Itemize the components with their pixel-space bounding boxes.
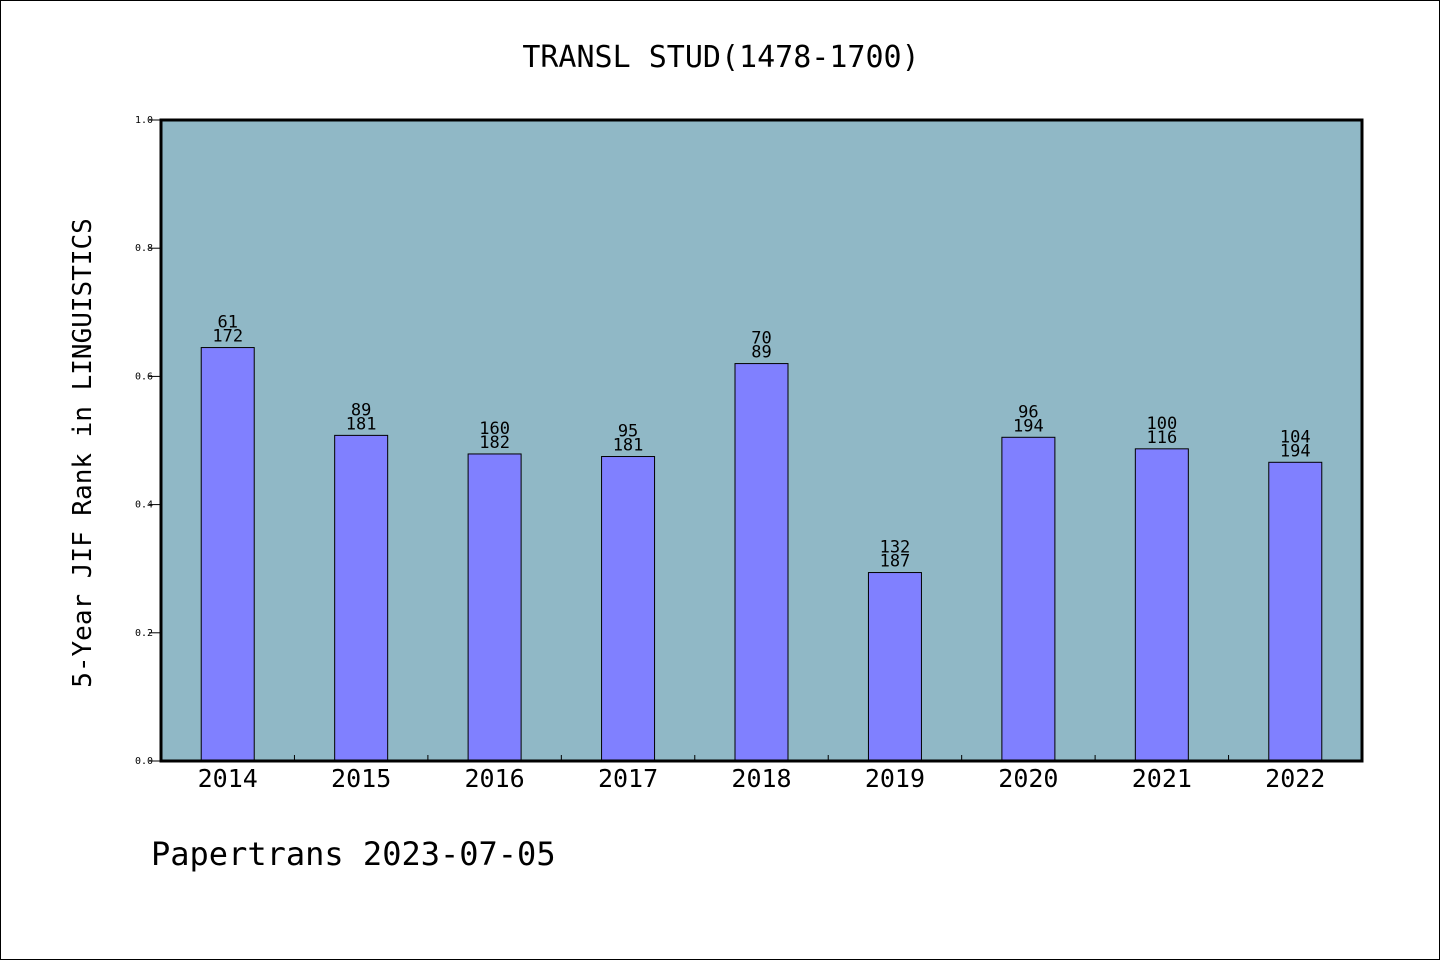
data-label-total-2022: 194 <box>1280 441 1311 461</box>
y-axis-label: 5-Year JIF Rank in LINGUISTICS <box>68 218 98 688</box>
x-tick-label-2019: 2019 <box>865 764 925 793</box>
data-label-total-2017: 181 <box>613 436 644 456</box>
data-label-rank-2022: 104 <box>1280 427 1311 447</box>
data-label-total-2015: 181 <box>346 414 377 434</box>
data-label-rank-2018: 70 <box>751 329 771 349</box>
y-tick-label: 0.4 <box>135 500 153 511</box>
data-label-rank-2021: 100 <box>1146 414 1177 434</box>
data-label-total-2021: 116 <box>1146 428 1177 448</box>
x-tick-label-2014: 2014 <box>198 764 258 793</box>
y-tick-label: 0.6 <box>135 371 153 382</box>
bar-2020 <box>1001 436 1056 762</box>
data-label-total-2018: 89 <box>751 343 771 363</box>
chart-title: TRANSL STUD(1478-1700) <box>522 40 919 75</box>
bar-2014 <box>200 347 255 762</box>
x-tick-label-2020: 2020 <box>998 764 1058 793</box>
plot-border <box>159 118 1364 763</box>
y-tick-label: 0.0 <box>135 756 153 767</box>
bar-2015 <box>334 434 389 762</box>
data-label-total-2016: 182 <box>479 433 510 453</box>
bar-2021 <box>1134 448 1189 762</box>
data-label-rank-2015: 89 <box>351 400 371 420</box>
bar-2022 <box>1268 461 1323 762</box>
data-label-rank-2017: 95 <box>618 422 638 442</box>
data-label-total-2020: 194 <box>1013 416 1044 436</box>
x-tick-label-2016: 2016 <box>465 764 525 793</box>
data-label-rank-2020: 96 <box>1018 402 1038 422</box>
x-tick-label-2017: 2017 <box>598 764 658 793</box>
data-label-rank-2016: 160 <box>479 419 510 439</box>
data-label-total-2019: 187 <box>880 552 911 572</box>
bar-2017 <box>601 456 656 762</box>
bar-2016 <box>467 453 522 762</box>
footer-text: Papertrans 2023-07-05 <box>151 835 556 873</box>
data-label-rank-2019: 132 <box>880 538 911 558</box>
y-tick-label: 0.8 <box>135 243 153 254</box>
x-tick-label-2021: 2021 <box>1132 764 1192 793</box>
bar-2019 <box>867 572 922 762</box>
x-tick-label-2018: 2018 <box>731 764 791 793</box>
x-tick-label-2015: 2015 <box>331 764 391 793</box>
y-tick-label: 1.0 <box>135 115 153 126</box>
data-label-total-2014: 172 <box>212 327 243 347</box>
data-label-rank-2014: 61 <box>217 313 237 333</box>
bar-2018 <box>734 363 789 762</box>
x-tick-label-2022: 2022 <box>1265 764 1325 793</box>
y-tick-label: 0.2 <box>135 628 153 639</box>
